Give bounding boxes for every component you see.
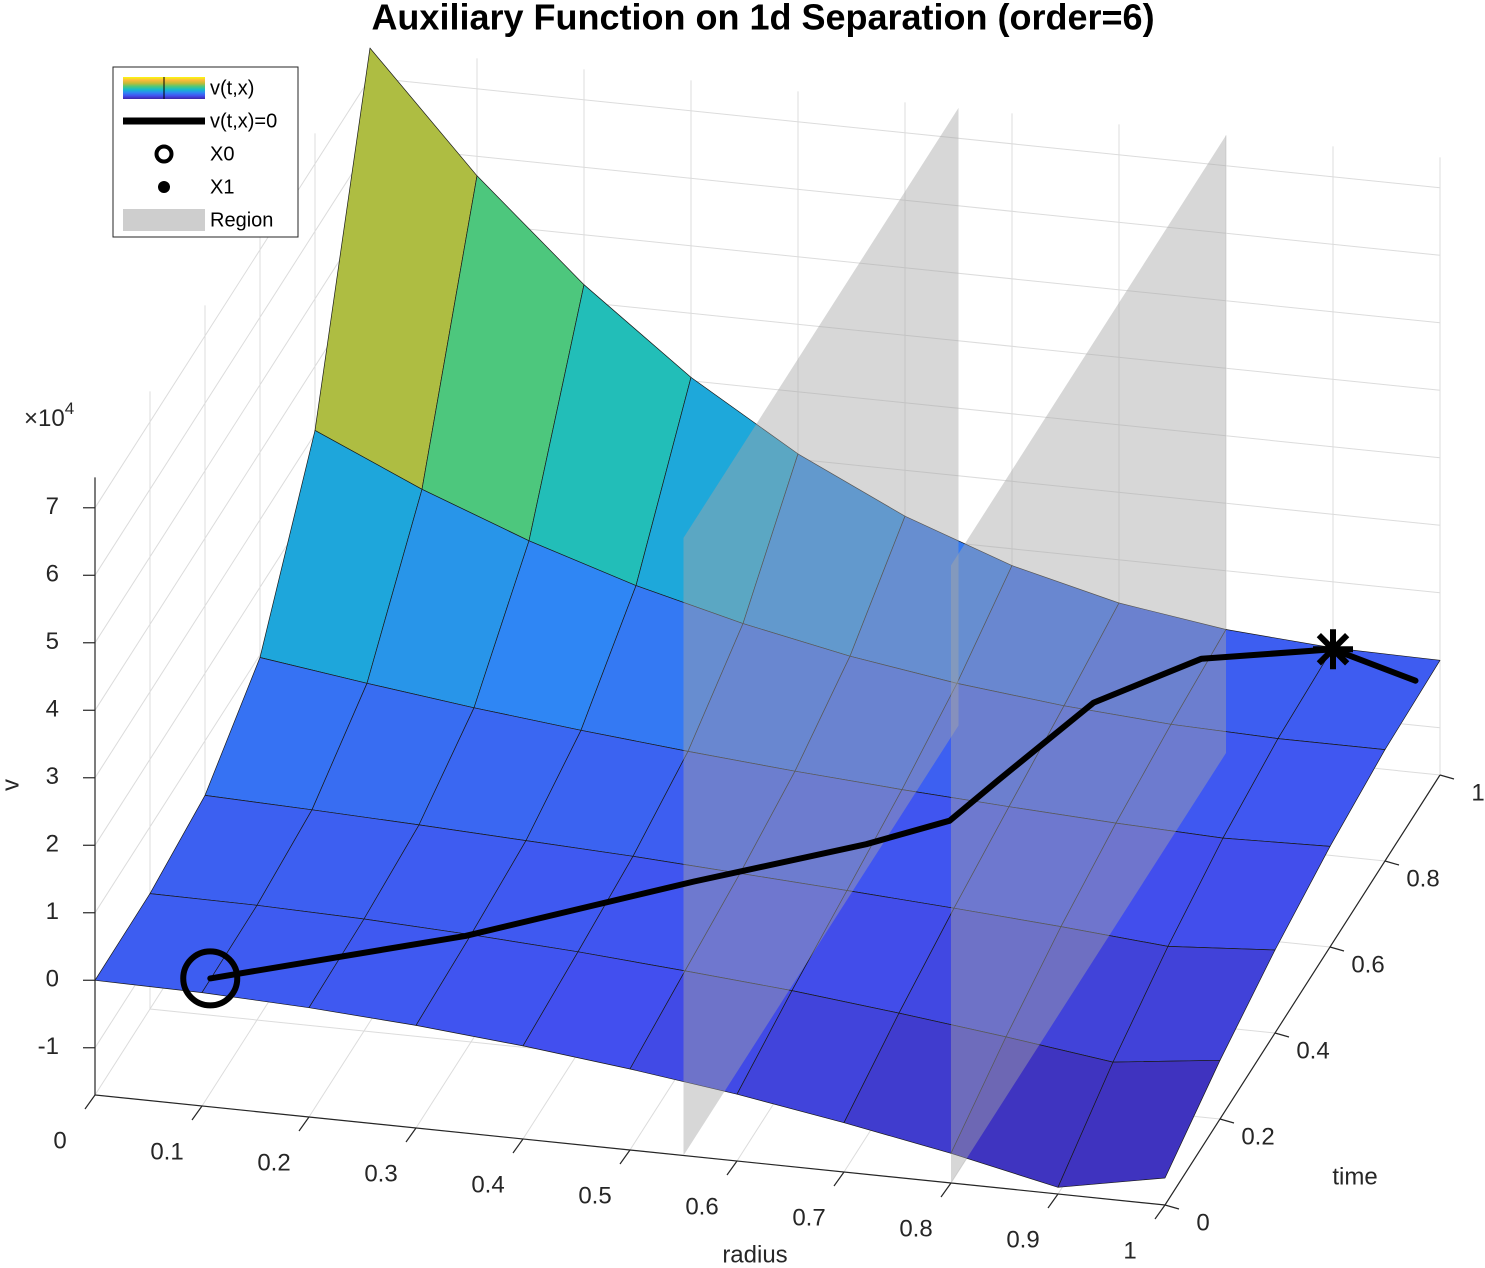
x-tick xyxy=(298,1116,310,1132)
z-multiplier: ×104 xyxy=(24,399,74,432)
chart-title: Auxiliary Function on 1d Separation (ord… xyxy=(371,0,1154,38)
z-tick-label: 1 xyxy=(46,898,59,925)
y-tick-label: 0.4 xyxy=(1296,1037,1329,1064)
x-tick-label: 1 xyxy=(1123,1237,1136,1264)
x-tick-label: 0.4 xyxy=(471,1171,504,1198)
legend-swatch xyxy=(123,209,205,231)
x-tick xyxy=(191,1105,203,1121)
x-tick xyxy=(833,1171,845,1187)
x-tick xyxy=(726,1160,738,1176)
x-tick-label: 0.3 xyxy=(364,1160,397,1187)
z-tick-label: 3 xyxy=(46,763,59,790)
z-tick-label: -1 xyxy=(38,1033,59,1060)
y-tick-label: 0.8 xyxy=(1406,865,1439,892)
legend: v(t,x) v(t,x)=0 X0 X1 Region xyxy=(112,66,299,238)
z-tick-label: 7 xyxy=(46,493,59,520)
y-tick xyxy=(1439,774,1455,780)
z-multiplier-base: ×10 xyxy=(24,405,65,432)
y-tick-label: 0.6 xyxy=(1351,951,1384,978)
z-tick-label: 6 xyxy=(46,561,59,588)
x-tick xyxy=(940,1182,952,1198)
x-tick-label: 0 xyxy=(53,1127,66,1154)
legend-label: Region xyxy=(210,209,273,231)
y-tick-label: 0 xyxy=(1196,1209,1209,1236)
x-tick xyxy=(1154,1204,1166,1220)
z-tick-label: 0 xyxy=(46,966,59,993)
y-tick xyxy=(1329,946,1345,952)
legend-label: v(t,x) xyxy=(210,77,254,99)
z-tick-label: 2 xyxy=(46,831,59,858)
x-tick xyxy=(512,1138,524,1154)
x-axis-label: radius xyxy=(722,1241,787,1268)
y-axis-label: time xyxy=(1332,1163,1377,1190)
legend-swatch xyxy=(158,181,170,193)
surface-patch xyxy=(1057,1059,1221,1188)
legend-label: X1 xyxy=(210,176,234,198)
contour-line xyxy=(207,646,1419,982)
plot-area xyxy=(94,47,1441,1188)
y-tick-label: 1 xyxy=(1471,779,1484,806)
x-tick-label: 0.6 xyxy=(685,1193,718,1220)
y-tick xyxy=(1274,1032,1290,1038)
x-tick-label: 0.2 xyxy=(257,1149,290,1176)
z-axis-label: v xyxy=(0,779,24,791)
x-tick xyxy=(405,1127,417,1143)
x-tick-label: 0.1 xyxy=(150,1138,183,1165)
x-tick xyxy=(84,1094,96,1110)
z-tick-label: 4 xyxy=(46,696,59,723)
x-tick xyxy=(1047,1193,1059,1209)
legend-label: v(t,x)=0 xyxy=(210,110,277,132)
y-tick-label: 0.2 xyxy=(1241,1123,1274,1150)
z-tick-label: 5 xyxy=(46,628,59,655)
x-tick-label: 0.5 xyxy=(578,1182,611,1209)
point-marker xyxy=(180,948,241,1009)
point-marker xyxy=(1313,629,1353,670)
z-multiplier-exponent: 4 xyxy=(65,399,74,418)
x-tick-label: 0.7 xyxy=(792,1204,825,1231)
x-tick xyxy=(619,1149,631,1165)
y-tick xyxy=(1164,1204,1180,1210)
legend-swatch xyxy=(154,144,174,164)
region-plane xyxy=(951,135,1226,1183)
legend-label: X0 xyxy=(210,143,234,165)
y-tick xyxy=(1384,860,1400,866)
x-tick-label: 0.9 xyxy=(1006,1226,1039,1253)
x-tick-label: 0.8 xyxy=(899,1215,932,1242)
y-tick xyxy=(1219,1118,1235,1124)
region-plane xyxy=(683,107,959,1156)
